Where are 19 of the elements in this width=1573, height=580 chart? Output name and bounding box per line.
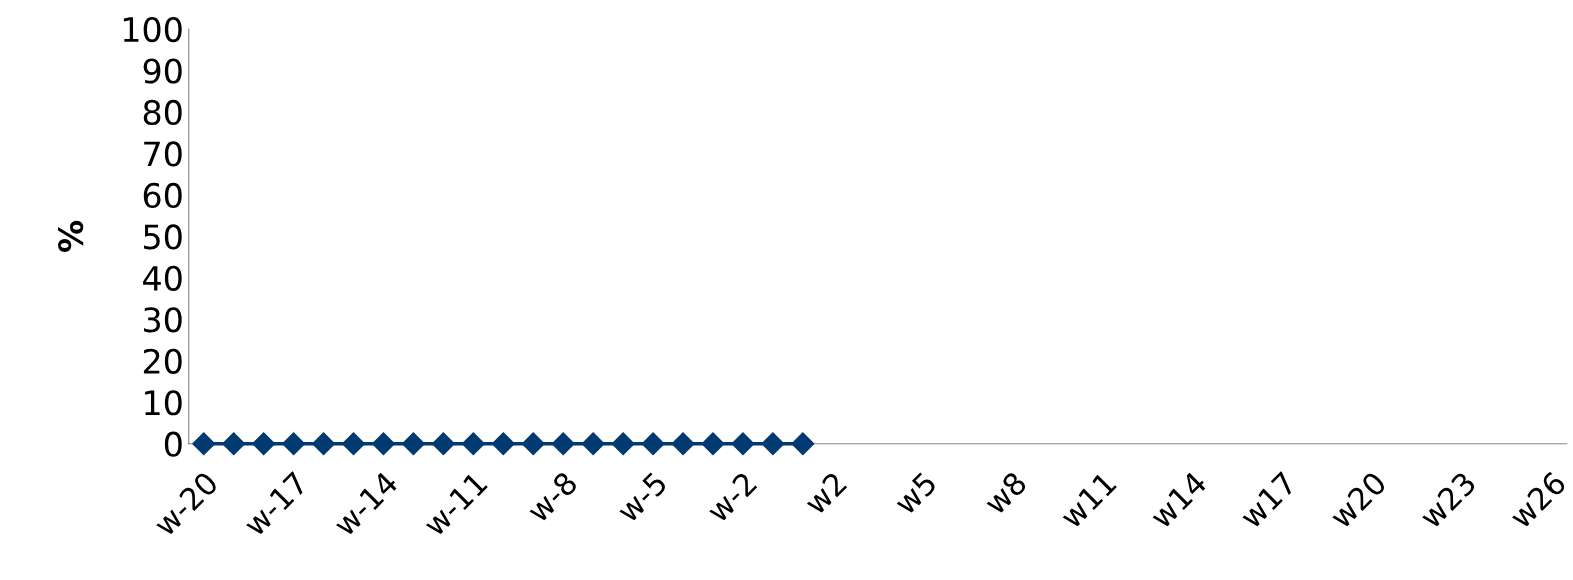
- x-tick-label: w-5: [615, 471, 668, 524]
- y-tick-label: 100: [123, 16, 182, 43]
- x-tick-label: w2: [802, 471, 848, 516]
- y-tick-label: 10: [145, 390, 182, 416]
- y-axis-title: %: [58, 220, 84, 252]
- y-tick-label: 60: [143, 182, 182, 209]
- y-tick-label: 20: [143, 348, 182, 374]
- x-tick-label: w-8: [525, 470, 579, 524]
- y-tick-label: 50: [144, 224, 182, 250]
- y-tick-label: 0: [164, 431, 182, 457]
- x-tick-label: w8: [982, 470, 1028, 516]
- y-tick-label: 70: [144, 141, 182, 167]
- y-tick-label: 30: [144, 307, 182, 333]
- x-tick-label: w5: [892, 471, 938, 516]
- x-tick-label: w11: [1058, 471, 1117, 530]
- y-tick-label: 90: [143, 58, 182, 84]
- y-tick-label: 80: [143, 99, 182, 126]
- x-tick-label: w-2: [705, 471, 758, 524]
- y-tick-label: 40: [143, 265, 182, 291]
